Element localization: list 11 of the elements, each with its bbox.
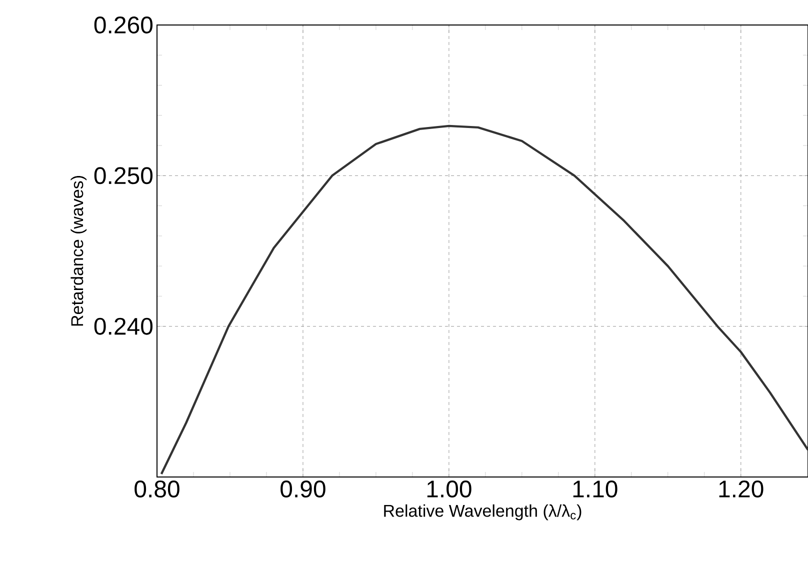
- x-axis-title: Relative Wavelength (λ/λ$_{c}$): [384, 504, 582, 520]
- x-tick-label: 1.00: [427, 480, 472, 498]
- y-tick-label: 0.240: [94, 318, 153, 335]
- x-tick-label: 1.10: [573, 480, 618, 498]
- x-tick-label: 1.20: [719, 480, 764, 498]
- y-tick-label: 0.250: [94, 167, 153, 184]
- x-tick-label: 0.80: [134, 480, 180, 498]
- x-tick-label: 0.90: [280, 480, 326, 498]
- y-axis-title: Retardance (waves): [70, 176, 87, 326]
- line-series: [160, 124, 808, 476]
- y-tick-label: 0.260: [94, 16, 153, 34]
